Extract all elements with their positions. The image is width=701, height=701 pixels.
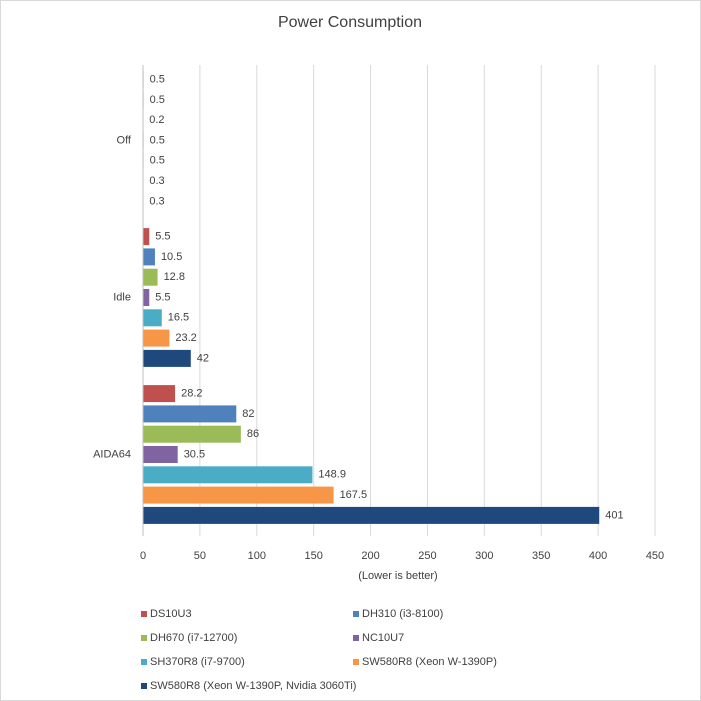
bar [143, 228, 150, 246]
x-tick-label: 350 [532, 550, 550, 562]
legend-label: SH370R8 (i7-9700) [150, 656, 245, 668]
value-label: 30.5 [184, 448, 205, 460]
bar [143, 486, 334, 504]
legend-swatch [353, 659, 359, 665]
x-tick-label: 200 [361, 550, 379, 562]
value-label: 0.5 [150, 155, 165, 167]
value-label: 16.5 [168, 312, 189, 324]
bar [143, 309, 162, 327]
legend-swatch [353, 635, 359, 641]
value-label: 42 [197, 352, 209, 364]
x-tick-label: 250 [418, 550, 436, 562]
category-label: Idle [113, 291, 131, 303]
bar [143, 385, 176, 403]
bar [143, 329, 170, 347]
legend-label: NC10U7 [362, 632, 404, 644]
x-tick-label: 300 [475, 550, 493, 562]
bar [143, 466, 313, 484]
x-tick-label: 400 [589, 550, 607, 562]
value-label: 0.2 [149, 114, 164, 126]
legend-label: SW580R8 (Xeon W-1390P) [362, 656, 497, 668]
legend-swatch [141, 611, 147, 617]
value-label: 23.2 [175, 332, 196, 344]
legend-swatch [353, 611, 359, 617]
legend-swatch [141, 659, 147, 665]
value-label: 5.5 [155, 231, 170, 243]
value-label: 148.9 [318, 469, 346, 481]
value-label: 5.5 [155, 291, 170, 303]
bar [143, 349, 191, 367]
x-tick-label: 50 [194, 550, 206, 562]
value-label: 0.3 [149, 195, 164, 207]
bar [143, 405, 237, 423]
value-label: 82 [242, 408, 254, 420]
legend-label: DH310 (i3-8100) [362, 608, 443, 620]
bar [143, 446, 178, 463]
bar [143, 248, 155, 266]
legend-label: SW580R8 (Xeon W-1390P, Nvidia 3060Ti) [150, 680, 356, 692]
value-label: 0.5 [150, 94, 165, 106]
value-label: 0.3 [149, 175, 164, 187]
category-label: AIDA64 [93, 448, 131, 460]
bar [143, 506, 600, 524]
value-label: 12.8 [164, 271, 185, 283]
category-label: Off [117, 134, 132, 146]
legend-label: DS10U3 [150, 608, 192, 620]
x-tick-label: 150 [304, 550, 322, 562]
value-label: 86 [247, 428, 259, 440]
legend-label: DH670 (i7-12700) [150, 632, 237, 644]
x-tick-label: 0 [140, 550, 146, 562]
bar [143, 425, 241, 443]
chart-title: Power Consumption [278, 14, 422, 31]
x-tick-label: 100 [248, 550, 266, 562]
value-label: 401 [605, 509, 623, 521]
legend-swatch [141, 683, 147, 689]
value-label: 0.5 [150, 134, 165, 146]
x-tick-label: 450 [646, 550, 664, 562]
value-label: 167.5 [340, 489, 368, 501]
bar [143, 268, 158, 286]
value-label: 28.2 [181, 388, 202, 400]
value-label: 10.5 [161, 251, 182, 263]
value-label: 0.5 [150, 74, 165, 86]
x-axis-label: (Lower is better) [358, 570, 437, 582]
legend-swatch [141, 635, 147, 641]
bar [143, 289, 150, 306]
